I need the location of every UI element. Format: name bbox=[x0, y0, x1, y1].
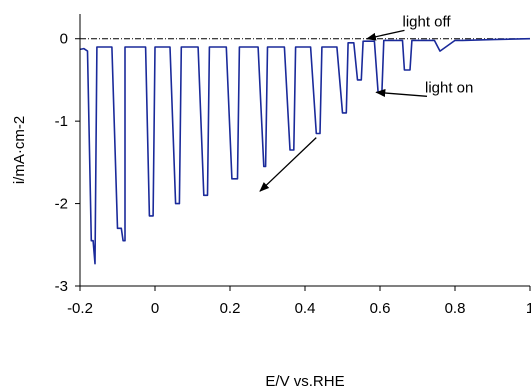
x-tick-label: 0.4 bbox=[295, 300, 316, 317]
y-tick-label: -1 bbox=[55, 113, 68, 130]
y-axis-title: i/mA·cm-2 bbox=[11, 116, 28, 184]
x-tick-label: 0.6 bbox=[370, 300, 391, 317]
annotation-label: light on bbox=[425, 79, 473, 96]
annotation-label: light off bbox=[403, 13, 452, 30]
x-axis-title: E/V vs.RHE bbox=[265, 373, 344, 389]
x-tick-label: -0.2 bbox=[67, 300, 93, 317]
x-tick-label: 0.2 bbox=[220, 300, 241, 317]
annotation-arrow bbox=[375, 89, 428, 97]
series-layer bbox=[79, 37, 531, 265]
x-tick-label: 0 bbox=[151, 300, 159, 317]
annotation-arrow bbox=[259, 137, 317, 192]
y-tick-label: -2 bbox=[55, 196, 68, 213]
annotation-arrow bbox=[365, 29, 405, 41]
x-tick-label: 1 bbox=[526, 300, 531, 317]
ticks: -0.2 0 0.2 0.4 0.6 0.8 1 0 -1 -2 -3 bbox=[55, 31, 531, 317]
annotations: light off light on bbox=[259, 13, 473, 192]
x-tick-label: 0.8 bbox=[445, 300, 466, 317]
y-tick-label: -3 bbox=[55, 278, 68, 295]
series-line bbox=[79, 37, 531, 265]
y-tick-label: 0 bbox=[60, 31, 68, 48]
